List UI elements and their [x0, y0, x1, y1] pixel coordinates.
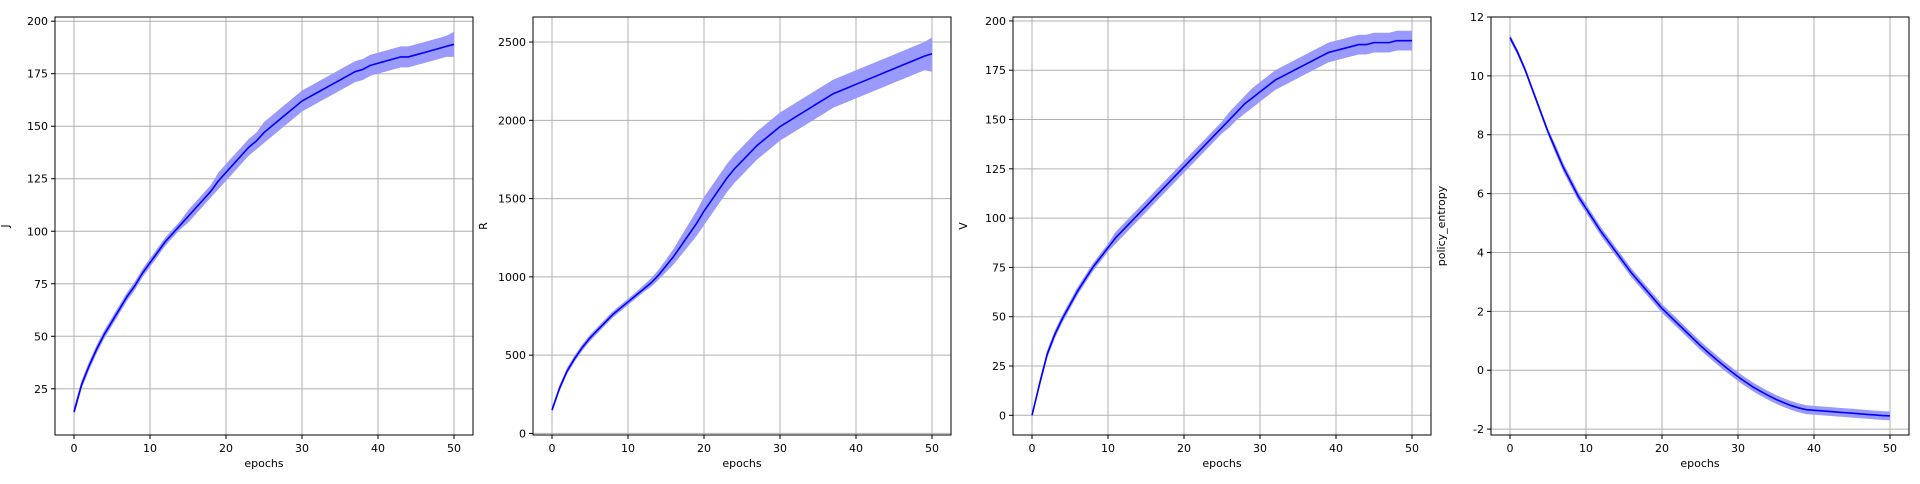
y-tick-label: 6: [1477, 188, 1484, 201]
y-tick-label: 1500: [498, 193, 526, 206]
x-tick-label: 30: [1253, 442, 1267, 455]
x-tick-label: 40: [1807, 442, 1821, 455]
chart-panel-3: 0 10 20 30 40 50 0 25 50 75 100 125 150 175 200 epochs V: [957, 15, 1432, 470]
x-tick-label: 10: [143, 442, 157, 455]
x-tick-label: 50: [925, 442, 939, 455]
y-tick-label: 25: [34, 383, 48, 396]
y-tick-label: 50: [34, 330, 48, 343]
x-tick-label: 10: [621, 442, 635, 455]
series-line: [551, 53, 933, 411]
y-tick-label: 200: [27, 15, 48, 28]
x-tick-label: 20: [1655, 442, 1669, 455]
x-tick-label: 30: [295, 442, 309, 455]
x-tick-label: 40: [371, 442, 385, 455]
confidence-band: [1510, 34, 1890, 421]
y-tick-label: 50: [992, 311, 1006, 324]
x-tick-label: 20: [1177, 442, 1191, 455]
y-tick-label: 2500: [498, 36, 526, 49]
y-axis-label: V: [957, 222, 970, 230]
x-tick-label: 50: [447, 442, 461, 455]
x-tick-label: 20: [219, 442, 233, 455]
y-tick-label: -2: [1473, 423, 1484, 436]
x-tick-label: 30: [773, 442, 787, 455]
axes-frame: [1490, 16, 1910, 436]
x-tick-label: 20: [697, 442, 711, 455]
x-tick-label: 0: [1029, 442, 1036, 455]
confidence-band: [1032, 30, 1412, 418]
y-tick-label: 500: [505, 349, 526, 362]
y-tick-label: 10: [1470, 70, 1484, 83]
y-tick-label: 12: [1470, 11, 1484, 24]
x-tick-label: 50: [1405, 442, 1419, 455]
chart-panel-4: 0 10 20 30 40 50 -2 0 2 4 6 8 10 12 epochs policy_entro…: [1435, 11, 1910, 470]
y-tick-label: 125: [27, 173, 48, 186]
y-tick-label: 75: [34, 278, 48, 291]
axes-frame: [1012, 16, 1432, 436]
series-line: [1509, 37, 1891, 417]
x-tick-label: 0: [549, 442, 556, 455]
x-tick-label: 40: [1329, 442, 1343, 455]
y-tick-label: 2000: [498, 114, 526, 127]
x-axis-label: epochs: [1680, 457, 1719, 470]
y-tick-label: 4: [1477, 246, 1484, 259]
y-tick-label: 0: [1477, 364, 1484, 377]
x-axis-label: epochs: [1202, 457, 1241, 470]
x-axis-label: epochs: [244, 457, 283, 470]
y-tick-label: 8: [1477, 129, 1484, 142]
x-tick-label: 30: [1731, 442, 1745, 455]
y-tick-label: 0: [999, 409, 1006, 422]
y-tick-label: 100: [985, 212, 1006, 225]
x-tick-label: 0: [71, 442, 78, 455]
x-tick-label: 10: [1101, 442, 1115, 455]
confidence-band: [74, 31, 454, 417]
axes-frame: [54, 16, 474, 436]
y-tick-label: 125: [985, 163, 1006, 176]
series-line: [73, 43, 455, 413]
confidence-band: [552, 37, 932, 414]
axes-frame: [532, 16, 952, 436]
y-tick-label: 1000: [498, 271, 526, 284]
x-axis-label: epochs: [722, 457, 761, 470]
y-tick-label: 175: [985, 64, 1006, 77]
y-tick-label: 200: [985, 15, 1006, 28]
x-tick-label: 0: [1507, 442, 1514, 455]
chart-panel-1: 0 10 20 30 40 50 25 50 75 100 125 150 175 200 epochs J: [0, 15, 474, 470]
y-axis-label: R: [477, 222, 490, 230]
y-tick-label: 75: [992, 261, 1006, 274]
y-axis-label: policy_entropy: [1435, 185, 1448, 266]
series-line: [1031, 39, 1412, 416]
y-tick-label: 0: [519, 427, 526, 440]
y-tick-label: 2: [1477, 305, 1484, 318]
x-tick-label: 10: [1579, 442, 1593, 455]
x-tick-label: 40: [849, 442, 863, 455]
y-tick-label: 150: [985, 114, 1006, 127]
y-tick-label: 150: [27, 120, 48, 133]
y-tick-label: 175: [27, 68, 48, 81]
y-tick-label: 100: [27, 225, 48, 238]
x-tick-label: 50: [1883, 442, 1897, 455]
y-tick-label: 25: [992, 360, 1006, 373]
y-axis-label: J: [0, 224, 12, 228]
